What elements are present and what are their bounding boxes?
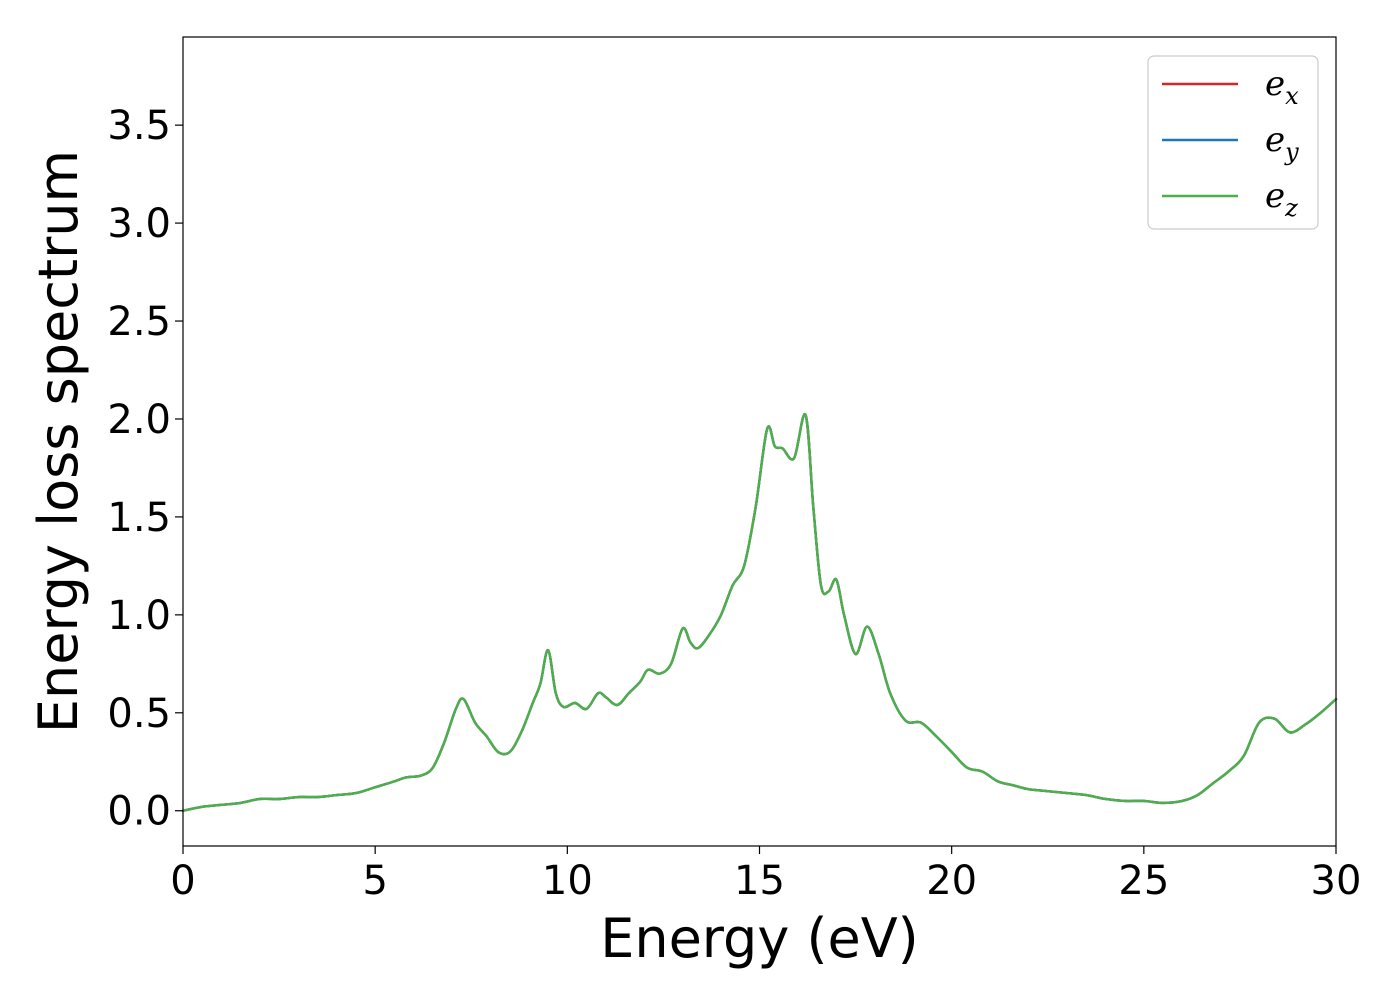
legend-entry-subscript: z [1284,194,1298,222]
y-tick-label: 3.5 [107,103,171,149]
y-tick-label: 1.0 [107,593,171,639]
y-axis-label: Energy loss spectrum [27,150,90,733]
x-axis-label: Energy (eV) [600,907,919,970]
x-tick-label: 10 [542,858,593,904]
x-tick-label: 30 [1311,858,1362,904]
y-tick-label: 1.5 [107,495,171,541]
legend-box [1147,55,1319,230]
x-tick-label: 0 [170,858,195,904]
legend-entry-label: ez [1265,176,1298,222]
legend-entry-label: ey [1265,120,1299,166]
legend-entry-base: e [1265,176,1285,216]
x-axis: 0 5 10 15 20 25 30 [170,846,1361,904]
legend-entry-base: e [1265,120,1285,160]
x-tick-label: 25 [1118,858,1169,904]
y-tick-label: 0.0 [107,789,171,835]
y-tick-label: 0.5 [107,691,171,737]
x-tick-label: 15 [734,858,785,904]
series-layer [181,413,1338,812]
y-tick-label: 2.0 [107,397,171,443]
legend-entry-subscript: y [1284,138,1299,166]
series-line-ez [181,413,1338,812]
y-axis: 0.0 0.5 1.0 1.5 2.0 2.5 3.0 3.5 [107,103,183,835]
legend-entry-label: ex [1265,64,1299,110]
legend-entry-base: e [1265,64,1285,104]
x-tick-label: 20 [926,858,977,904]
y-tick-label: 3.0 [107,201,171,247]
legend-entry-subscript: x [1285,82,1299,110]
y-tick-label: 2.5 [107,299,171,345]
x-tick-label: 5 [362,858,387,904]
